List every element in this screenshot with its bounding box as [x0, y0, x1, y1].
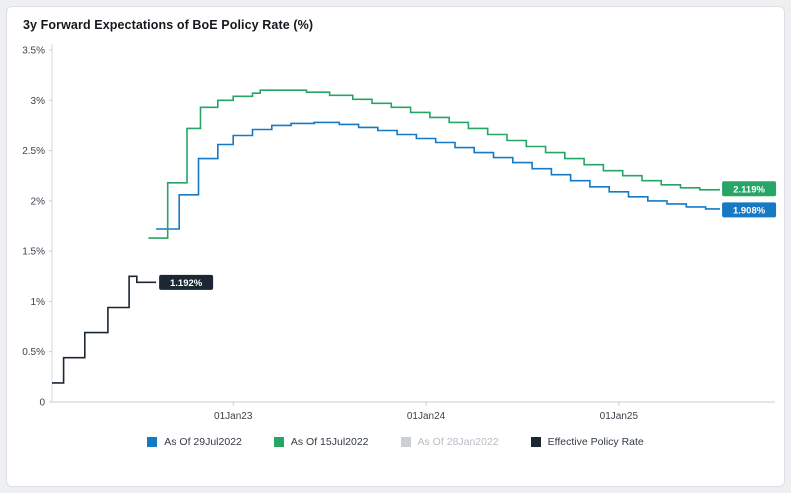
legend-item[interactable]: As Of 15Jul2022: [273, 436, 369, 448]
y-tick-label: 0.5%: [22, 347, 45, 358]
chart-card: 3y Forward Expectations of BoE Policy Ra…: [6, 6, 785, 487]
y-tick-label: 2.5%: [22, 146, 45, 157]
last-value-badge: [159, 274, 214, 290]
y-tick-label: 1.5%: [22, 247, 45, 258]
last-value-badge: [722, 202, 777, 218]
y-tick-label: 0: [39, 398, 45, 409]
x-tick-label: 01Jan25: [600, 411, 639, 422]
legend-label: As Of 28Jan2022: [417, 436, 499, 448]
legend-swatch-icon: [147, 437, 158, 447]
legend-item[interactable]: As Of 29Jul2022: [147, 436, 242, 448]
legend: As Of 29Jul2022 As Of 15Jul2022 As Of 28Ja…: [7, 436, 784, 448]
series-line: [156, 121, 720, 230]
y-tick-label: 1%: [31, 297, 46, 308]
last-value-label: 1.908%: [733, 205, 766, 216]
last-value-label: 2.119%: [733, 184, 765, 195]
chart-canvas: 0 0.5% 1% 1.5% 2% 2.5% 3% 3.5% 01Jan23 01Jan24 01J…: [22, 44, 777, 422]
legend-label: As Of 29Jul2022: [164, 436, 242, 448]
x-tick-label: 01Jan23: [214, 411, 253, 422]
legend-label: As Of 15Jul2022: [290, 436, 369, 448]
y-tick-label: 2%: [31, 196, 46, 207]
x-tick-label: 01Jan24: [407, 411, 446, 422]
y-tick-label: 3.5%: [22, 46, 45, 57]
legend-item[interactable]: As Of 28Jan2022: [400, 436, 499, 448]
last-value-label: 1.192%: [170, 278, 203, 289]
legend-swatch-icon: [273, 437, 284, 447]
y-tick-label: 3%: [31, 96, 46, 107]
chart-title: 3y Forward Expectations of BoE Policy Ra…: [23, 18, 314, 32]
series-line: [148, 89, 720, 239]
legend-swatch-icon: [530, 437, 541, 447]
last-value-badge: [722, 181, 777, 197]
legend-swatch-icon: [400, 437, 411, 447]
legend-item[interactable]: Effective Policy Rate: [530, 436, 644, 448]
series-line: [52, 275, 157, 384]
legend-label: Effective Policy Rate: [547, 436, 644, 448]
